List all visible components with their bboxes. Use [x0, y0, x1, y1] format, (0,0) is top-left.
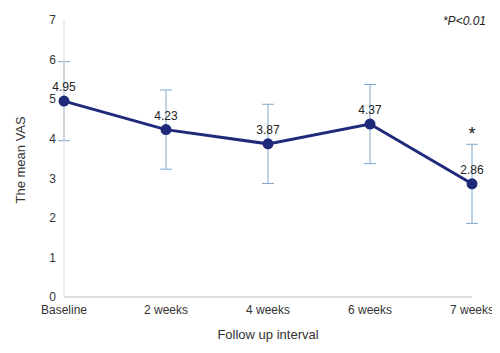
svg-text:4: 4	[49, 132, 56, 146]
svg-text:4.37: 4.37	[358, 103, 382, 117]
svg-text:2 weeks: 2 weeks	[144, 303, 188, 317]
svg-text:6 weeks: 6 weeks	[348, 303, 392, 317]
svg-text:0: 0	[49, 290, 56, 304]
svg-text:4 weeks: 4 weeks	[246, 303, 290, 317]
svg-text:1: 1	[49, 251, 56, 265]
svg-text:2.86: 2.86	[460, 163, 484, 177]
svg-text:3: 3	[49, 172, 56, 186]
svg-text:Follow up interval: Follow up interval	[217, 327, 318, 342]
svg-text:*: *	[468, 124, 475, 144]
svg-text:4.23: 4.23	[154, 109, 178, 123]
svg-text:The mean VAS: The mean VAS	[13, 116, 28, 204]
svg-text:Baseline: Baseline	[41, 303, 87, 317]
svg-text:4.95: 4.95	[52, 80, 76, 94]
svg-text:3.87: 3.87	[256, 123, 280, 137]
svg-text:2: 2	[49, 211, 56, 225]
svg-text:7 weeks: 7 weeks	[450, 303, 492, 317]
svg-text:5: 5	[49, 92, 56, 106]
html-text:*P<0.01: *P<0.01	[443, 14, 486, 28]
svg-text:6: 6	[49, 53, 56, 67]
svg-text:7: 7	[49, 13, 56, 27]
